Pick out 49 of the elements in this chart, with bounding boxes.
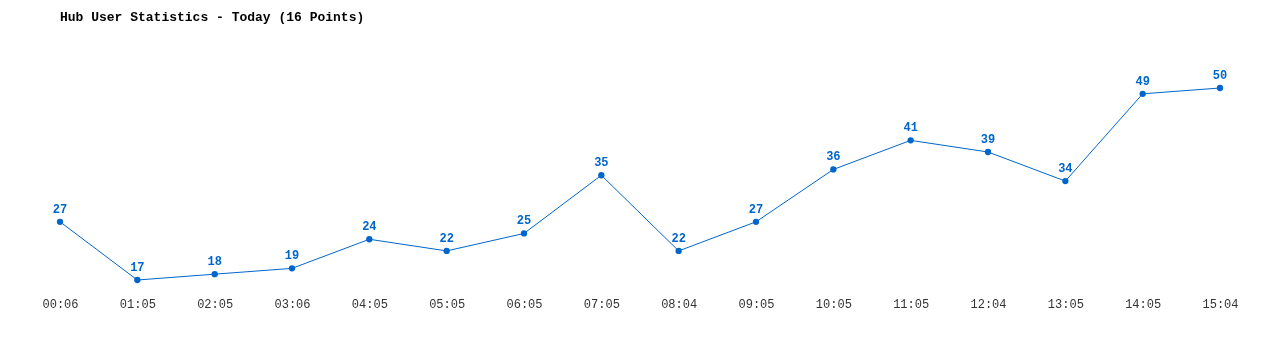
point <box>984 148 992 156</box>
data-label: 36 <box>826 150 841 165</box>
data-label: 19 <box>284 249 300 264</box>
x-tick-label: 04:05 <box>351 297 388 312</box>
point <box>520 230 528 237</box>
x-tick-label: 11:05 <box>893 297 930 312</box>
data-label: 22 <box>439 231 454 246</box>
point <box>134 276 141 284</box>
x-tick-label: 12:04 <box>970 297 1007 312</box>
data-label: 50 <box>1212 69 1228 83</box>
data-label: 27 <box>52 202 68 217</box>
data-label: 17 <box>130 261 145 275</box>
point <box>288 265 296 272</box>
point <box>907 137 914 144</box>
point <box>56 218 64 225</box>
x-tick-label: 10:05 <box>815 297 852 312</box>
point <box>1216 84 1224 92</box>
point <box>675 247 682 255</box>
x-tick-label: 14:05 <box>1125 297 1162 312</box>
data-label: 49 <box>1135 74 1150 89</box>
data-label: 22 <box>671 231 686 246</box>
point <box>752 218 760 225</box>
point <box>211 271 218 278</box>
x-tick-label: 01:05 <box>119 297 156 312</box>
data-label: 34 <box>1058 162 1073 177</box>
x-tick-label: 00:06 <box>42 297 79 312</box>
x-tick-label: 15:04 <box>1202 297 1239 312</box>
x-tick-label: 13:05 <box>1047 297 1084 312</box>
point <box>598 172 605 179</box>
x-tick-label: 03:06 <box>274 297 311 312</box>
data-label: 18 <box>207 255 222 270</box>
data-label: 25 <box>516 214 532 229</box>
x-tick-label: 09:05 <box>738 297 775 312</box>
x-tick-label: 08:04 <box>661 297 698 312</box>
point <box>1062 177 1069 185</box>
point <box>366 236 373 243</box>
x-tick-label: 06:05 <box>506 297 543 312</box>
data-label: 35 <box>594 156 609 171</box>
data-label: 27 <box>748 202 764 217</box>
data-label: 41 <box>903 121 918 136</box>
point <box>830 166 837 173</box>
x-tick-label: 05:05 <box>429 297 466 312</box>
data-label: 39 <box>980 133 996 147</box>
point <box>1139 90 1146 97</box>
data-label: 24 <box>362 220 377 235</box>
point <box>443 247 450 255</box>
x-tick-label: 07:05 <box>583 297 620 312</box>
x-tick-label: 02:05 <box>197 297 234 312</box>
chart-title: Hub User Statistics - Today (16 Points) <box>60 10 365 25</box>
